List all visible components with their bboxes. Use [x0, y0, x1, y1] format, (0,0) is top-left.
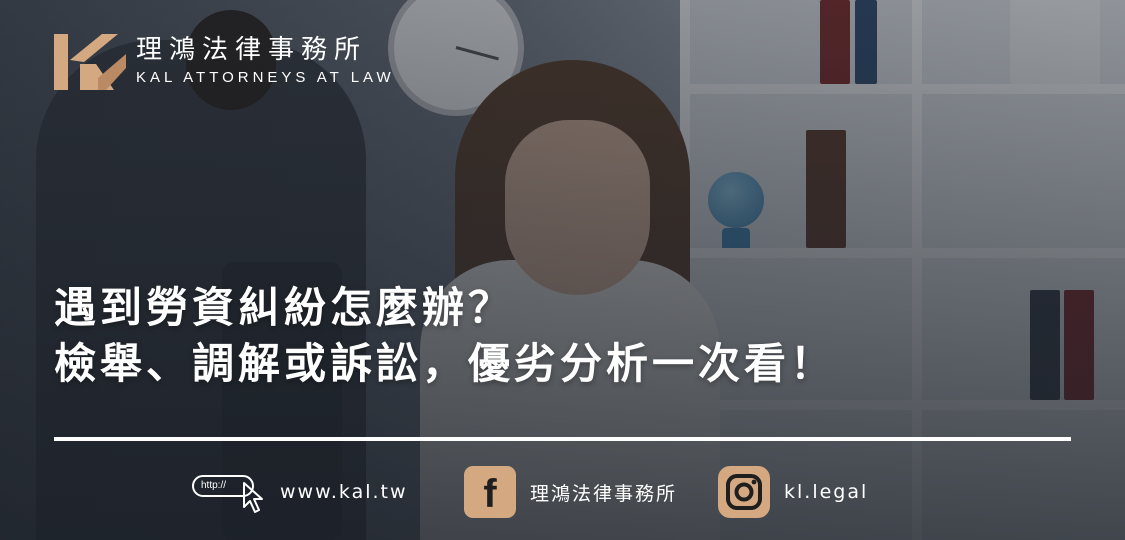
instagram-link[interactable]: kl.legal — [718, 464, 868, 520]
headline-line-2: 檢舉、調解或訴訟，優劣分析一次看！ — [54, 339, 837, 388]
facebook-icon: f — [464, 466, 516, 518]
cursor-icon — [243, 482, 263, 513]
brand-logo: 理鴻法律事務所 KAL ATTORNEYS AT LAW — [54, 34, 395, 90]
website-link[interactable]: http:// www.kal.tw — [192, 464, 408, 520]
logo-text: 理鴻法律事務所 KAL ATTORNEYS AT LAW — [136, 35, 395, 89]
http-cursor-icon: http:// — [192, 467, 266, 517]
instagram-glyph-icon — [726, 474, 762, 510]
firm-name-en: KAL ATTORNEYS AT LAW — [136, 69, 395, 86]
http-label: http:// — [192, 475, 254, 497]
facebook-link[interactable]: f 理鴻法律事務所 — [464, 464, 677, 520]
instagram-icon — [718, 466, 770, 518]
website-label: www.kal.tw — [280, 481, 408, 503]
facebook-label: 理鴻法律事務所 — [530, 482, 678, 505]
firm-name-zh: 理鴻法律事務所 — [136, 35, 368, 65]
divider — [54, 437, 1071, 441]
headline-line-1: 遇到勞資糾紛怎麼辦？ — [54, 283, 515, 332]
kal-monogram-icon — [54, 34, 126, 90]
headline: 遇到勞資糾紛怎麼辦？ 檢舉、調解或訴訟，優劣分析一次看！ — [54, 280, 836, 392]
instagram-label: kl.legal — [784, 481, 869, 503]
